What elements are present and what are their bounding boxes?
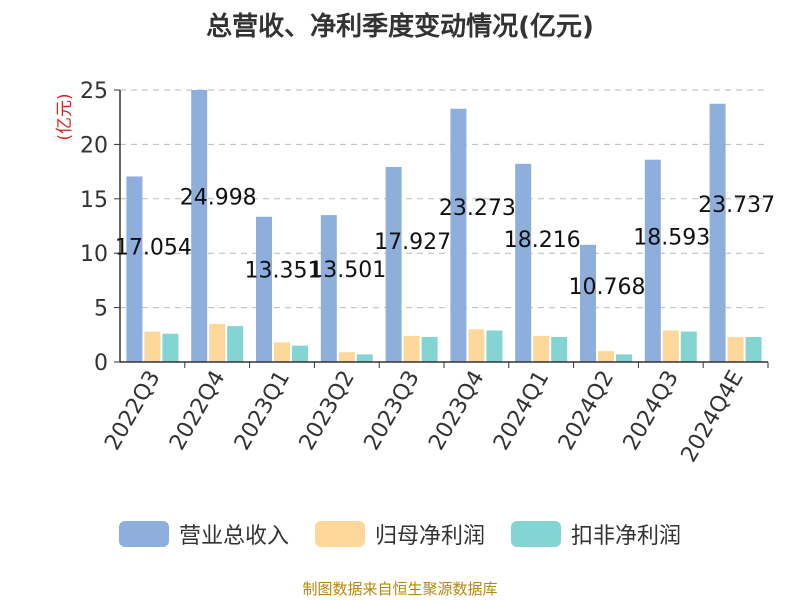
x-tick-label: 2024Q2 [554,367,619,455]
y-axis-label: (亿元) [55,93,75,140]
axes: 0 5 10 15 20 25 2022Q3 2022Q4 2023Q1 2023Q2 2023Q3… [80,79,769,467]
bar-2024Q1-2 [533,335,550,362]
bar-2022Q4-2 [209,323,226,362]
bar-2023Q3-3 [421,336,438,362]
bar-2024Q4E-1 [709,103,726,362]
bar-2023Q4-1 [450,108,467,362]
data-label: 17.927 [374,230,451,255]
legend-item[interactable]: 扣非净利润 [511,518,681,550]
bar-2022Q4-1 [191,90,208,362]
x-tick-label: 2023Q1 [230,367,295,455]
bar-2024Q1-3 [551,336,568,362]
bar-2024Q3-2 [662,330,679,362]
bar-2022Q3-1 [126,176,143,362]
chart-title: 总营收、净利季度变动情况(亿元) [206,12,594,42]
bar-2024Q1-1 [515,163,532,362]
source-note: 制图数据来自恒生聚源数据库 [302,580,498,598]
bar-2024Q2-2 [598,351,614,362]
data-label: 23.273 [439,196,516,221]
legend-label: 营业总收入 [178,524,289,549]
data-label: 13.501 [309,258,386,283]
bars [126,90,762,362]
bar-2023Q1-1 [256,216,272,362]
x-tick-label: 2024Q1 [489,367,554,455]
legend-item[interactable]: 归母净利润 [314,518,485,550]
bar-2024Q2-3 [616,354,632,362]
x-tick-label: 2023Q4 [424,367,489,455]
bar-2023Q1-3 [292,345,308,362]
data-label: 10.768 [569,275,646,300]
x-tick-label: 2022Q3 [100,367,165,455]
y-tick-label: 5 [94,297,108,322]
x-tick-label: 2023Q2 [295,367,360,455]
bar-2024Q4E-3 [745,336,762,362]
bar-2023Q2-3 [356,354,373,362]
bar-2023Q4-3 [486,330,503,362]
bar-2024Q3-1 [644,159,661,362]
bar-2023Q3-2 [403,335,420,362]
legend-label: 扣非净利润 [571,524,682,549]
x-tick-label: 2023Q3 [359,367,424,455]
bar-2022Q4-3 [227,326,244,362]
data-label: 18.216 [504,228,581,253]
data-label: 23.737 [698,193,775,218]
legend: 营业总收入 归母净利润 扣非净利润 [0,518,800,550]
y-tick-label: 25 [80,79,108,104]
y-tick-label: 20 [80,133,108,158]
legend-swatch [511,521,561,547]
legend-item[interactable]: 营业总收入 [118,518,289,550]
y-tick-label: 10 [80,242,108,267]
x-tick-label: 2024Q4E [677,367,749,467]
bar-2023Q4-2 [468,329,485,362]
bar-2023Q2-2 [338,352,355,362]
legend-swatch [314,521,365,547]
bar-2023Q3-1 [385,166,402,362]
x-tick-label: 2024Q3 [619,367,684,455]
bar-2023Q2-1 [320,215,337,362]
data-label: 17.054 [115,235,192,260]
legend-swatch [118,521,169,547]
data-label: 13.351 [245,259,322,284]
y-tick-label: 15 [80,188,108,213]
bar-2024Q4E-2 [727,336,744,362]
y-tick-label: 0 [94,351,108,376]
bar-2022Q3-2 [144,331,161,362]
bar-2022Q3-3 [162,333,179,362]
bar-2023Q1-2 [274,342,290,362]
data-label: 24.998 [180,185,257,210]
bar-chart: 0 5 10 15 20 25 2022Q3 2022Q4 2023Q1 2023Q2 2023Q3… [55,79,775,467]
bar-2024Q2-1 [580,244,596,362]
data-label: 18.593 [633,226,710,251]
x-tick-label: 2022Q4 [165,367,230,455]
legend-label: 归母净利润 [374,524,485,549]
bar-2024Q3-3 [680,331,697,362]
